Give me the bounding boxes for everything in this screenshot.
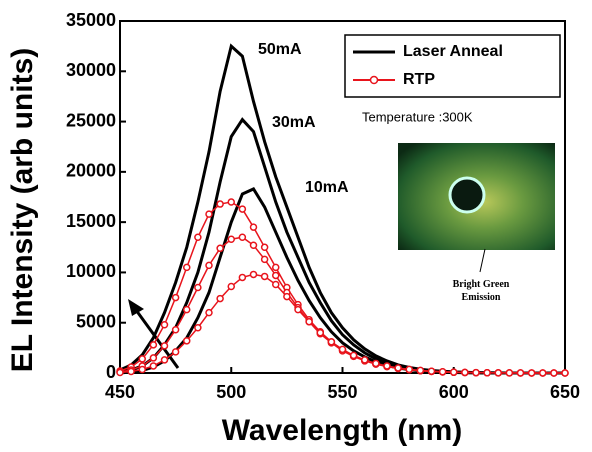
series-marker [171,326,180,334]
legend-label: Laser Anneal [403,43,503,60]
y-axis-title: EL Intensity (arb units) [6,48,39,372]
curve-label: 30mA [272,114,316,131]
x-tick-label: 450 [105,382,135,402]
series-marker [160,342,169,350]
series-marker [272,280,280,289]
inset-caption: Bright Green Emission [452,279,510,303]
series-marker [494,369,502,377]
series-marker [205,261,213,270]
x-tick-label: 550 [327,382,357,402]
series-marker [427,367,436,375]
series-marker [127,367,135,376]
x-tick-label: 500 [216,382,246,402]
series-marker [160,356,169,364]
caption-pointer [479,248,486,273]
x-tick-label: 650 [550,382,580,402]
series-marker [516,369,525,377]
series-marker [505,369,514,377]
legend-label: RTP [403,71,435,88]
series-marker [227,198,235,206]
series-marker [550,369,558,377]
y-tick-label: 15000 [66,211,116,231]
legend-box [344,34,561,98]
series-marker [238,205,247,213]
series-marker [171,348,180,356]
series-marker [194,323,202,332]
y-tick-label: 5000 [76,311,116,331]
series-marker [316,329,324,337]
series-marker [472,368,480,377]
series-marker [450,368,458,376]
series-marker [171,293,180,302]
series-marker [205,210,213,218]
series-marker [294,305,302,314]
series-marker [394,364,402,372]
series-marker [327,338,336,346]
series-marker [349,351,358,360]
series-marker [527,369,536,377]
series-marker [383,362,391,370]
series-marker [227,235,235,243]
series-marker [149,362,158,370]
series-marker [160,320,169,329]
series-marker [238,273,247,282]
series-marker [216,244,224,253]
series-marker [305,317,313,326]
y-tick-label: 25000 [66,110,116,130]
series-marker [539,369,547,377]
series-marker [216,200,224,208]
series-marker [561,369,569,377]
series-marker [260,272,269,281]
series-marker [483,368,491,377]
inset-photo-probe [448,176,486,214]
series-marker [205,308,213,317]
series-marker [416,366,425,375]
arrow-head [128,299,144,316]
series-marker [272,271,280,280]
series-marker [249,223,258,231]
series-marker [338,345,347,354]
curve-label: 50mA [258,41,302,58]
legend-marker [369,75,379,85]
series-marker [194,283,202,292]
series-marker [183,305,191,314]
curve-label: 10mA [305,179,349,196]
series-marker [438,367,447,376]
y-tick-label: 30000 [66,60,116,80]
series-marker [116,368,124,377]
y-tick-label: 35000 [66,10,116,30]
series-marker [260,243,269,252]
y-tick-label: 0 [106,362,116,382]
series-marker [183,263,191,272]
y-tick-label: 10000 [66,261,116,281]
series-marker [372,359,380,368]
series-marker [216,294,224,303]
series-marker [138,365,146,374]
series-marker [238,233,247,241]
series-marker [138,355,146,363]
x-axis-title: Wavelength (nm) [222,414,463,447]
series-marker [461,368,469,377]
series-marker [405,365,413,374]
series-marker [249,241,258,250]
series-marker [272,263,280,272]
series-marker [227,282,235,291]
series-marker [194,233,202,241]
series-marker [149,341,158,349]
series-marker [260,255,269,264]
series-marker [361,356,369,364]
y-tick-label: 20000 [66,161,116,181]
temperature-note: Temperature :300K [362,109,473,124]
x-tick-label: 600 [439,382,469,402]
series-marker [249,270,258,279]
series-marker [283,292,291,301]
series-marker [149,354,158,362]
series-marker [183,337,191,345]
